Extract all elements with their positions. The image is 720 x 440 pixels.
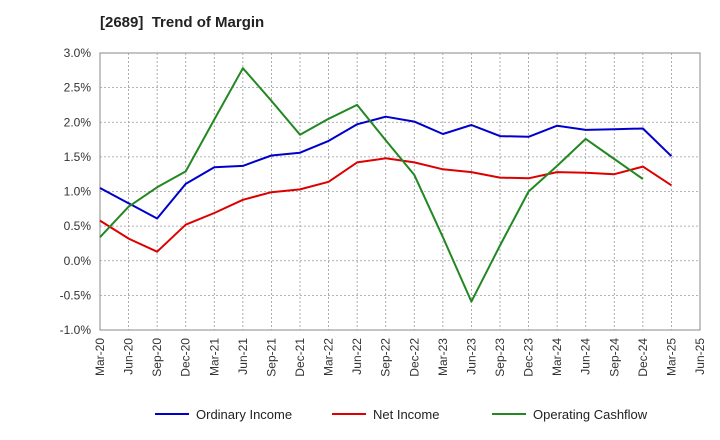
x-tick-label: Sep-21 [264,338,278,377]
chart-title: [2689] Trend of Margin [100,14,265,31]
y-tick-label: -0.5% [60,288,92,302]
y-tick-label: 2.5% [64,81,92,95]
series-line-operating-cashflow [99,67,644,303]
x-tick-label: Sep-22 [379,338,393,377]
y-tick-label: 2.0% [64,115,92,129]
x-tick-label: Dec-23 [522,338,536,377]
legend-label: Ordinary Income [196,407,292,422]
x-tick-label: Mar-21 [207,338,221,376]
x-tick-label: Jun-20 [122,338,136,375]
x-tick-label: Jun-24 [579,338,593,375]
x-tick-label: Mar-23 [436,338,450,376]
series-lines [99,67,673,303]
legend-label: Net Income [373,407,439,422]
x-tick-label: Dec-20 [179,338,193,377]
series-line-net-income [99,157,672,253]
y-tick-label: 1.0% [64,185,92,199]
x-tick-label: Mar-25 [664,338,678,376]
legend-label: Operating Cashflow [533,407,648,422]
legend: Ordinary Income Net Income Operating Cashf… [155,407,648,422]
x-tick-label: Jun-22 [350,338,364,375]
x-tick-label: Dec-24 [636,338,650,377]
y-tick-label: -1.0% [60,323,92,337]
x-tick-label: Jun-25 [693,338,707,375]
y-tick-label: 3.0% [64,46,92,60]
x-tick-label: Sep-20 [150,338,164,377]
x-tick-label: Dec-21 [293,338,307,377]
y-tick-label: 1.5% [64,150,92,164]
y-tick-label: 0.5% [64,219,92,233]
x-tick-label: Dec-22 [407,338,421,377]
x-axis-ticks: Mar-20 Jun-20 Sep-20 Dec-20 Mar-21 Jun-21 Sep-… [93,338,707,377]
series-line-ordinary-income [99,115,673,220]
x-tick-label: Sep-23 [493,338,507,377]
y-axis-ticks: 3.0% 2.5% 2.0% 1.5% 1.0% 0.5% 0.0% -0.5% -1.0% [60,46,92,337]
x-tick-label: Sep-24 [607,338,621,377]
y-tick-label: 0.0% [64,254,92,268]
x-tick-label: Mar-20 [93,338,107,376]
x-tick-label: Mar-24 [550,338,564,376]
x-tick-label: Mar-22 [322,338,336,376]
x-tick-label: Jun-21 [236,338,250,375]
x-tick-label: Jun-23 [464,338,478,375]
